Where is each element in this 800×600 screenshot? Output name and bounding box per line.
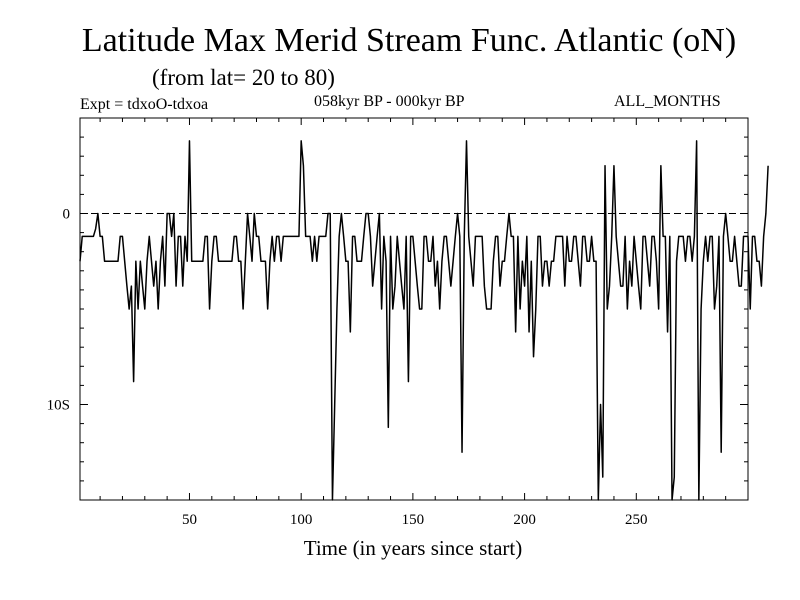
- series-line-1: [79, 140, 769, 501]
- x-tick-label: 100: [290, 512, 313, 528]
- experiment-label: Expt = tdxoO-tdxoa: [80, 96, 209, 113]
- y-tick-label: 0: [63, 207, 71, 223]
- chart-title: Latitude Max Merid Stream Func. Atlantic…: [81, 22, 737, 59]
- chart-subtitle: (from lat= 20 to 80): [152, 65, 335, 90]
- x-tick-label: 250: [625, 512, 648, 528]
- x-tick-label: 150: [402, 512, 425, 528]
- x-axis-label: Time (in years since start): [303, 536, 523, 560]
- months-label: ALL_MONTHS: [614, 93, 721, 110]
- plot-frame: [79, 117, 749, 501]
- x-tick-label: 50: [182, 512, 197, 528]
- y-tick-label: 10S: [47, 398, 70, 414]
- x-tick-label: 200: [513, 512, 536, 528]
- time-period-label: 058kyr BP - 000kyr BP: [314, 93, 465, 110]
